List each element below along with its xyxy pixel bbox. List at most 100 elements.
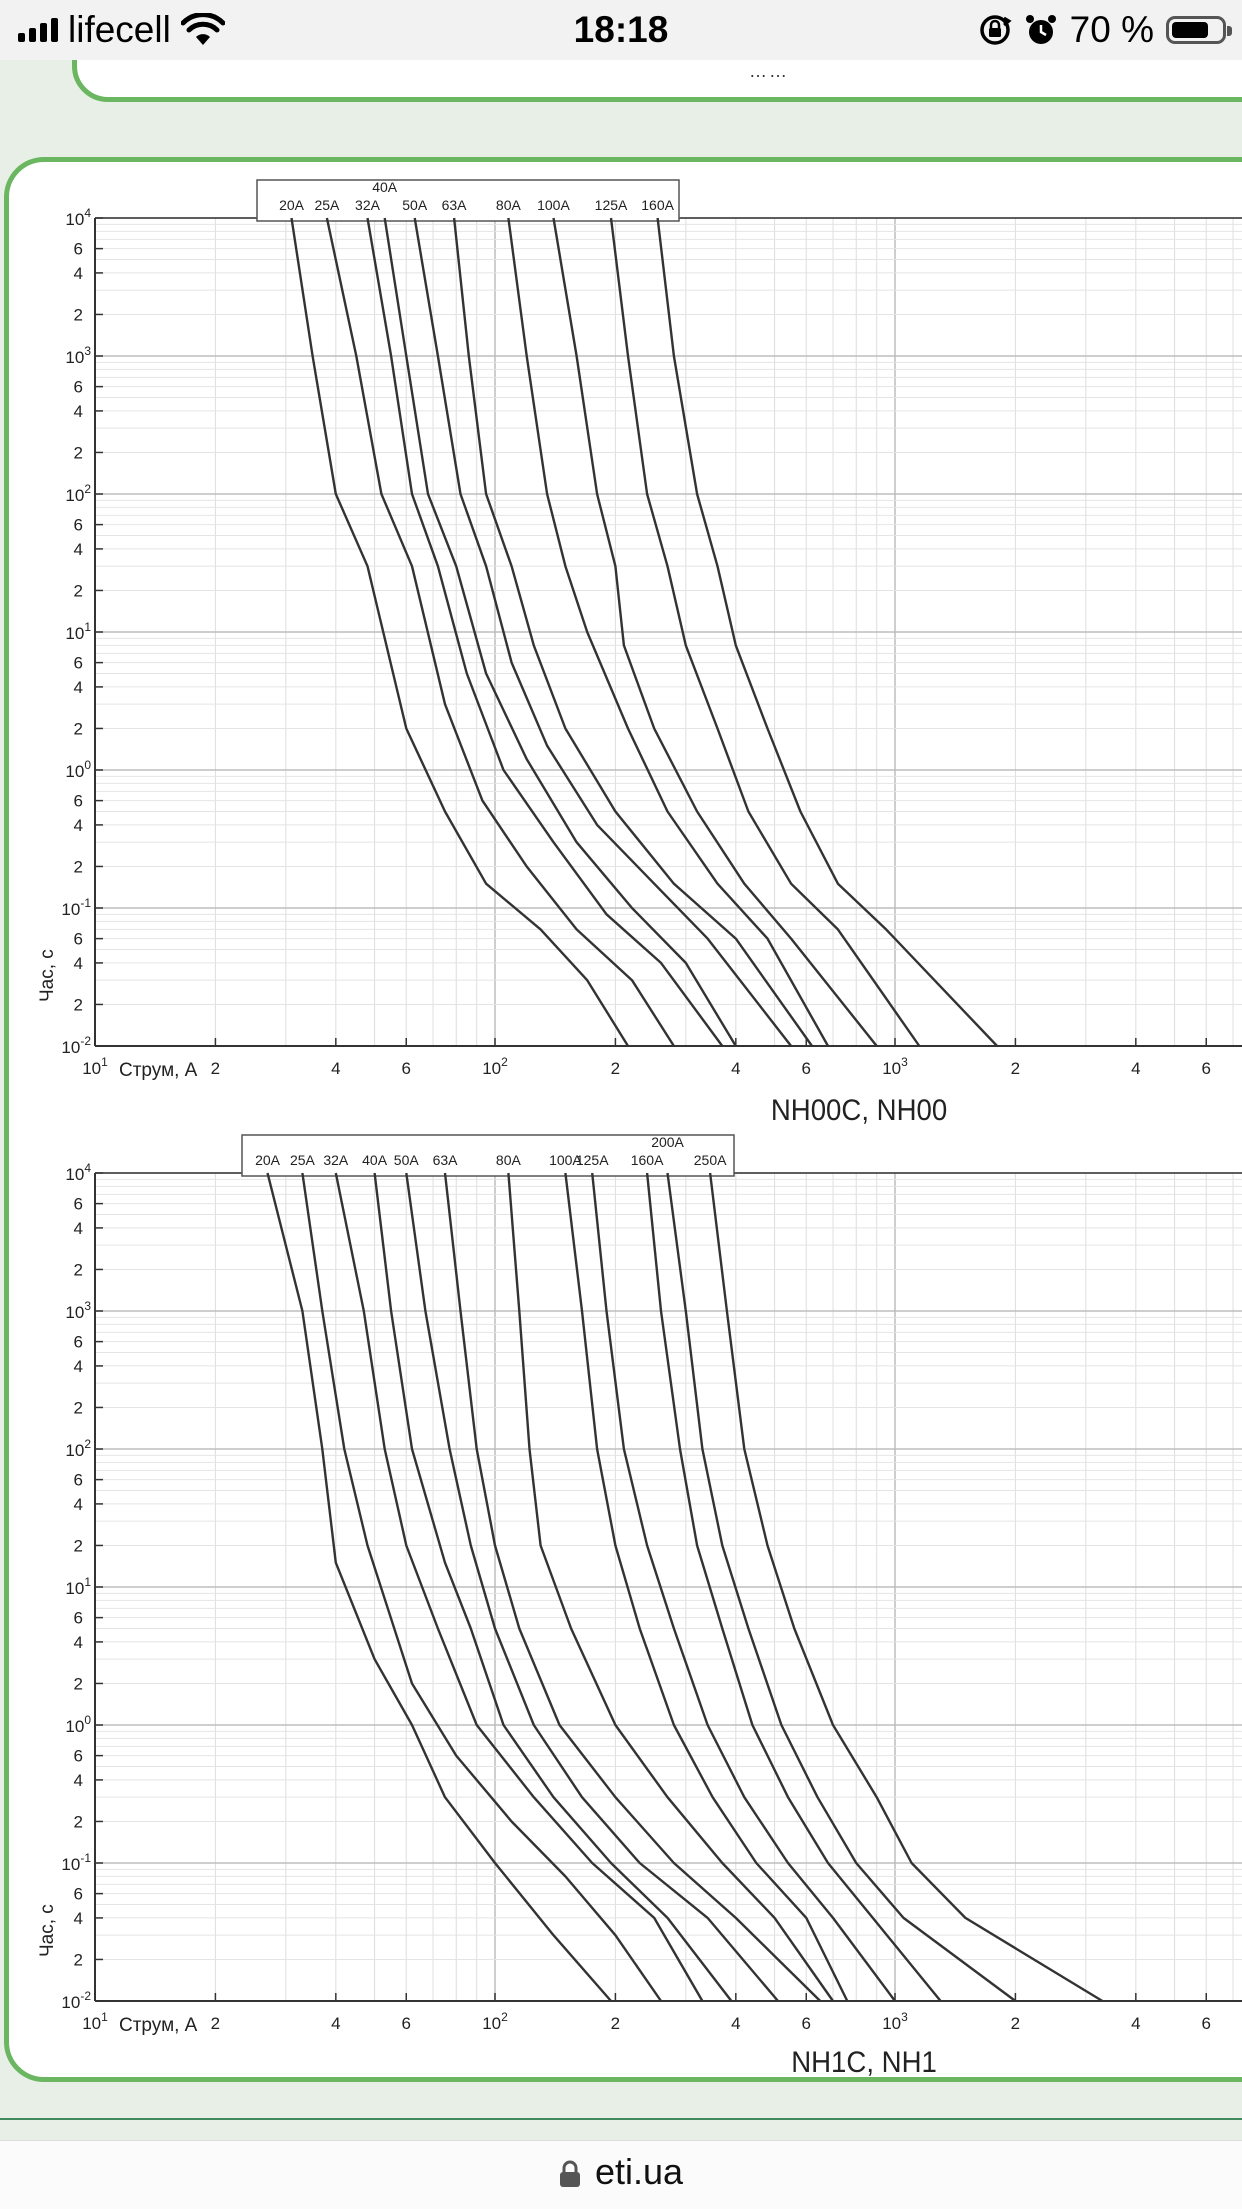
x-tick-label: 2: [611, 2014, 620, 2033]
y-tick-label: 6: [74, 654, 83, 673]
curve-250A: [708, 1172, 1104, 2003]
y-tick-label: 10-1: [61, 1851, 91, 1874]
x-tick-label: 4: [331, 1059, 340, 1078]
legend-box: [256, 179, 680, 222]
legend-label: 160A: [641, 197, 674, 213]
legend-label: 250A: [694, 1152, 727, 1168]
y-tick-label: 4: [74, 1219, 83, 1238]
chart-caption: NH1C, NH1: [791, 2046, 937, 2079]
y-tick-label: 4: [74, 540, 83, 559]
x-tick-label: 103: [882, 1055, 908, 1078]
legend-label: 50A: [394, 1152, 420, 1168]
x-axis-label: Струм, А: [119, 1060, 198, 1081]
curve-160A: [645, 1172, 942, 2002]
legend-label: 25A: [290, 1152, 316, 1168]
legend-label: 80A: [496, 197, 522, 213]
curve-50A: [413, 217, 793, 1047]
y-tick-label: 2: [74, 995, 83, 1014]
y-tick-label: 2: [74, 1812, 83, 1831]
legend-label: 100A: [549, 1152, 582, 1168]
legend-label: 125A: [595, 197, 628, 213]
y-tick-label: 6: [74, 792, 83, 811]
x-tick-label: 4: [1131, 1059, 1140, 1078]
y-tick-label: 6: [74, 1195, 83, 1214]
y-tick-label: 2: [74, 581, 83, 600]
chart-grid: [94, 1172, 1242, 2002]
curve-100A: [564, 1172, 849, 2002]
y-tick-label: 10-1: [61, 896, 91, 919]
y-tick-label: 2: [74, 1536, 83, 1555]
y-tick-label: 4: [74, 264, 83, 283]
y-tick-label: 6: [74, 1747, 83, 1766]
y-tick-label: 4: [74, 402, 83, 421]
y-tick-label: 2: [74, 857, 83, 876]
legend-label: 160A: [631, 1152, 664, 1168]
curve-160A: [656, 217, 998, 1047]
y-tick-label: 104: [65, 1161, 91, 1184]
curve-100A: [552, 217, 878, 1047]
lock-icon: [559, 2161, 580, 2188]
page-divider: [0, 2118, 1242, 2120]
x-tick-label: 4: [731, 2014, 740, 2033]
browser-address-bar[interactable]: eti.ua: [0, 2140, 1242, 2209]
legend-label: 80A: [496, 1152, 522, 1168]
chart-2: 104 6 4 2 103 6 4 2 102 6 4 2 101 6 4 2 100 6 4 2 10-1 6 4 2 10-…: [37, 1134, 1242, 2079]
legend-label: 50A: [402, 197, 428, 213]
x-tick-label: 2: [1011, 1059, 1020, 1078]
y-tick-label: 10-2: [61, 1989, 91, 2012]
y-tick-label: 4: [74, 1495, 83, 1514]
carrier-name: lifecell: [68, 9, 171, 50]
chart-grid: [94, 217, 1242, 1047]
y-tick-label: 103: [65, 344, 91, 367]
url-text[interactable]: eti.ua: [594, 2151, 684, 2192]
legend-label: 63A: [433, 1152, 459, 1168]
y-tick-label: 2: [74, 305, 83, 324]
y-tick-label: 4: [74, 954, 83, 973]
x-tick-label: 103: [882, 2010, 908, 2033]
x-tick-label: 101: [82, 2010, 108, 2033]
y-tick-label: 4: [74, 1771, 83, 1790]
y-tick-label: 100: [65, 1713, 91, 1736]
legend-label: 100A: [537, 197, 570, 213]
y-tick-label: 2: [74, 443, 83, 462]
battery-icon: [1166, 16, 1232, 44]
x-tick-label: 101: [82, 1055, 108, 1078]
fuse-curves-card: 104 6 4 2 103 6 4 2 102 6 4 2 101 6 4 2 100 6 4 2 10-1 6 4 2 10-…: [4, 157, 1242, 2082]
y-tick-label: 6: [74, 378, 83, 397]
y-tick-label: 6: [74, 1471, 83, 1490]
x-tick-label: 102: [482, 2010, 508, 2033]
x-tick-label: 2: [211, 1059, 220, 1078]
y-tick-label: 102: [65, 482, 91, 505]
y-tick-label: 101: [65, 620, 91, 643]
y-axis-label: Час, с: [37, 1904, 58, 1957]
curve-63A: [443, 1172, 822, 2002]
legend-box: [241, 1134, 735, 1177]
chart-1: 104 6 4 2 103 6 4 2 102 6 4 2 101 6 4 2 100 6 4 2 10-1 6 4 2 10-…: [37, 179, 1242, 1127]
y-tick-label: 2: [74, 1950, 83, 1969]
x-tick-label: 4: [331, 2014, 340, 2033]
curve-20A: [290, 217, 630, 1047]
battery-percent: 70 %: [1069, 9, 1154, 50]
signal-icon: [18, 18, 58, 42]
y-tick-label: 2: [74, 1674, 83, 1693]
y-tick-label: 2: [74, 719, 83, 738]
x-tick-label: 6: [402, 1059, 411, 1078]
legend-label: 125A: [576, 1152, 609, 1168]
x-tick-label: 4: [731, 1059, 740, 1078]
x-tick-label: 2: [1011, 2014, 1020, 2033]
curve-80A: [507, 217, 830, 1047]
y-tick-label: 101: [65, 1575, 91, 1598]
y-tick-label: 4: [74, 678, 83, 697]
chart-caption: NH00C, NH00: [771, 1094, 947, 1127]
y-tick-label: 104: [65, 206, 91, 229]
y-tick-label: 6: [74, 240, 83, 259]
legend-label: 63A: [442, 197, 468, 213]
legend-label: 20A: [255, 1152, 281, 1168]
y-tick-label: 100: [65, 758, 91, 781]
rotation-lock-icon: [979, 15, 1012, 45]
y-tick-label: 6: [74, 1885, 83, 1904]
curve-50A: [405, 1172, 779, 2002]
x-axis-label: Струм, А: [119, 2015, 198, 2036]
status-bar: lifecell 18:18 70 %: [0, 0, 1242, 60]
x-tick-label: 6: [802, 1059, 811, 1078]
